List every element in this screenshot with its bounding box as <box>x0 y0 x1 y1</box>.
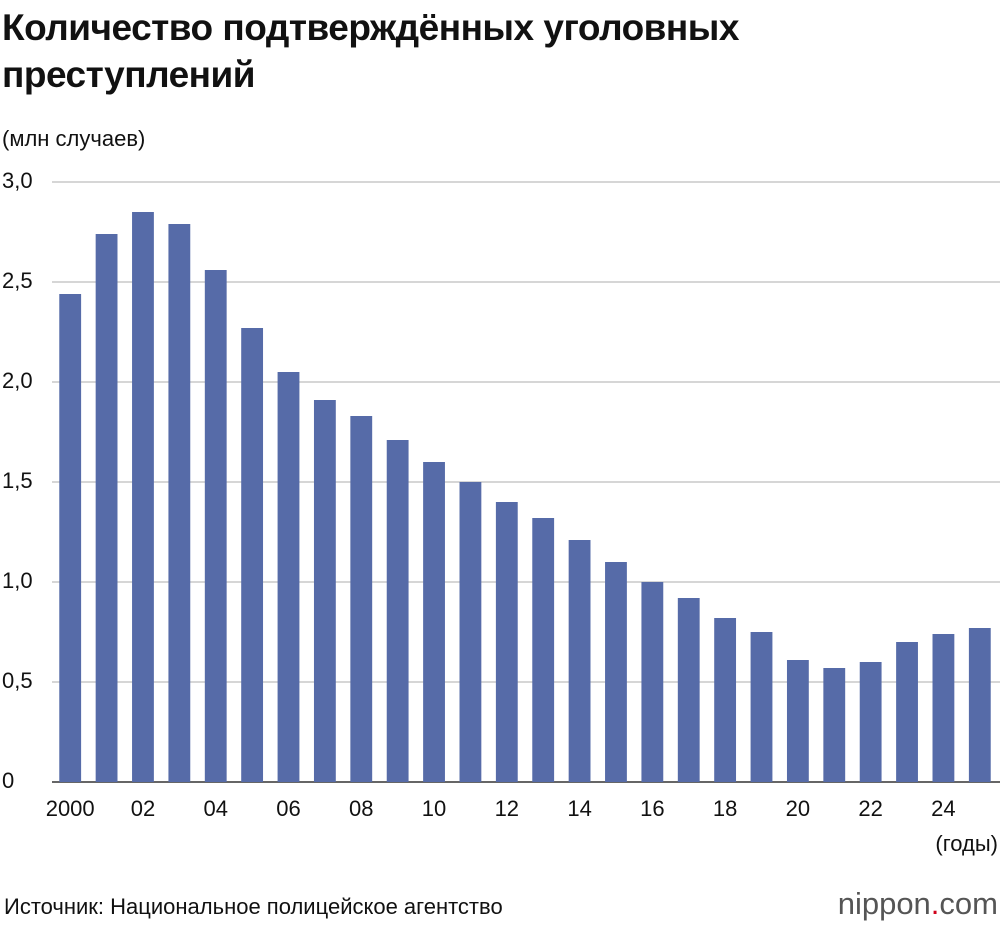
bar <box>386 440 409 782</box>
bar <box>932 634 955 782</box>
x-tick-label: 08 <box>349 796 373 821</box>
bar <box>714 618 737 782</box>
logo: nippon.com <box>838 886 998 921</box>
y-tick-label: 1,5 <box>2 468 33 493</box>
bar <box>786 660 809 782</box>
bar <box>313 400 336 782</box>
x-tick-label: 18 <box>713 796 737 821</box>
bar <box>495 502 518 782</box>
logo-name: nippon <box>838 886 931 921</box>
x-tick-label: 16 <box>640 796 664 821</box>
x-tick-label: 12 <box>495 796 519 821</box>
bar <box>423 462 445 782</box>
x-tick-label: 22 <box>858 796 882 821</box>
x-tick-label: 24 <box>931 796 955 821</box>
source: Источник: Национальное полицейское агент… <box>4 894 503 919</box>
bar <box>677 598 700 782</box>
x-tick-label: 20 <box>786 796 810 821</box>
x-tick-label: 14 <box>567 796 591 821</box>
bar <box>568 540 591 782</box>
y-tick-label: 1,0 <box>2 568 33 593</box>
bar <box>750 632 773 782</box>
bar <box>823 668 846 782</box>
bar <box>59 294 82 782</box>
x-tick-label: 04 <box>203 796 227 821</box>
x-tick-label: 06 <box>276 796 300 821</box>
bar <box>204 270 227 782</box>
logo-dot: . <box>931 886 940 921</box>
bar <box>95 234 118 782</box>
logo-suffix: com <box>939 886 998 921</box>
bar <box>532 518 555 782</box>
bar <box>459 482 482 782</box>
y-tick-label: 0 <box>2 768 14 793</box>
bar <box>168 224 191 782</box>
y-tick-label: 2,5 <box>2 268 33 293</box>
bar <box>859 662 882 782</box>
bar <box>241 328 264 782</box>
bar <box>132 212 154 782</box>
chart-title: Количество подтверждённых уголовных прес… <box>2 7 739 95</box>
bar <box>896 642 918 782</box>
y-axis-label: (млн случаев) <box>2 126 145 151</box>
x-tick-label: 02 <box>131 796 155 821</box>
x-tick-label: 10 <box>422 796 446 821</box>
x-axis-label: (годы) <box>935 831 998 856</box>
bar <box>605 562 627 782</box>
bar <box>277 372 300 782</box>
x-tick-label: 2000 <box>46 796 95 821</box>
bar <box>641 582 664 782</box>
y-tick-label: 0,5 <box>2 668 33 693</box>
y-tick-label: 2,0 <box>2 368 33 393</box>
bar <box>350 416 373 782</box>
y-tick-label: 3,0 <box>2 168 33 193</box>
bar <box>968 628 991 782</box>
